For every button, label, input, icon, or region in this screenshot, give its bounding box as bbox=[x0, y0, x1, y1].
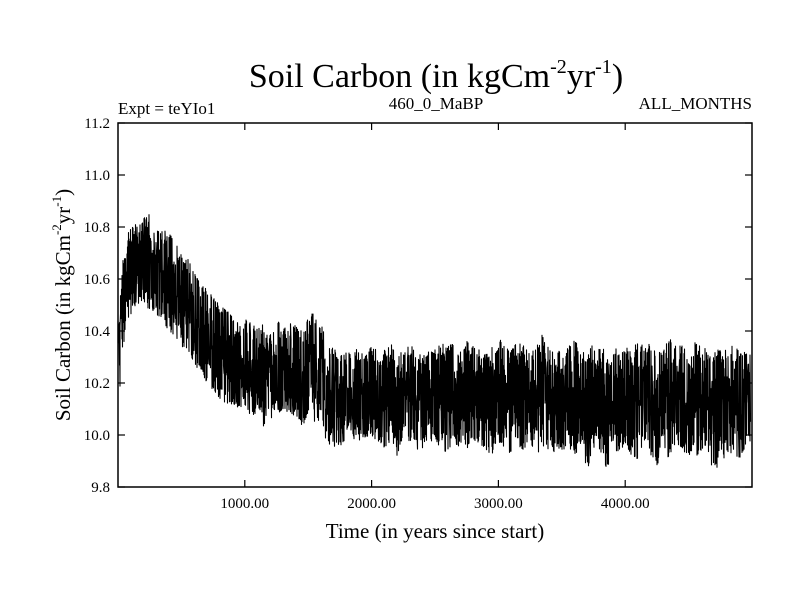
y-tick-label: 10.8 bbox=[84, 220, 110, 236]
period-label: 460_0_MaBP bbox=[389, 94, 483, 113]
y-axis-label-close: ) bbox=[51, 189, 75, 196]
y-tick-label: 9.8 bbox=[91, 480, 110, 496]
series-line-soil-carbon bbox=[117, 214, 752, 468]
y-tick-label: 10.6 bbox=[84, 272, 111, 288]
x-tick-label: 1000.00 bbox=[220, 496, 269, 512]
y-axis-label-main: Soil Carbon (in kgCm bbox=[51, 235, 75, 421]
y-tick-label: 10.0 bbox=[84, 428, 110, 444]
y-tick-label: 10.4 bbox=[84, 324, 111, 340]
chart-title-main: Soil Carbon (in kgCm bbox=[249, 58, 550, 95]
x-tick-label: 2000.00 bbox=[347, 496, 396, 512]
chart-title: Soil Carbon (in kgCm-2yr-1) bbox=[249, 56, 623, 95]
experiment-label: Expt = teYIo1 bbox=[118, 99, 215, 118]
chart-title-close: ) bbox=[612, 58, 623, 95]
ticks-layer: 1000.00 2000.00 3000.00 4000.00 9.8 10.0 10.2 1… bbox=[84, 116, 752, 512]
chart-title-unit: yr bbox=[567, 58, 596, 95]
months-label: ALL_MONTHS bbox=[639, 94, 752, 113]
x-tick-label: 3000.00 bbox=[474, 496, 523, 512]
y-axis-label-unit: yr bbox=[51, 207, 75, 225]
y-axis-label-exponent-2: -1 bbox=[49, 196, 64, 207]
y-tick-label: 11.0 bbox=[84, 168, 110, 184]
y-tick-label: 11.2 bbox=[84, 116, 110, 132]
data-layer bbox=[117, 214, 752, 468]
x-axis-label: Time (in years since start) bbox=[326, 519, 545, 543]
y-axis-label: Soil Carbon (in kgCm-2yr-1) bbox=[49, 189, 75, 421]
chart-title-exponent-1: -2 bbox=[550, 56, 567, 78]
x-tick-label: 4000.00 bbox=[601, 496, 650, 512]
y-axis-label-exponent-1: -2 bbox=[49, 224, 64, 235]
chart-title-exponent-2: -1 bbox=[595, 56, 612, 78]
y-tick-label: 10.2 bbox=[84, 376, 110, 392]
plot-frame bbox=[117, 122, 753, 488]
